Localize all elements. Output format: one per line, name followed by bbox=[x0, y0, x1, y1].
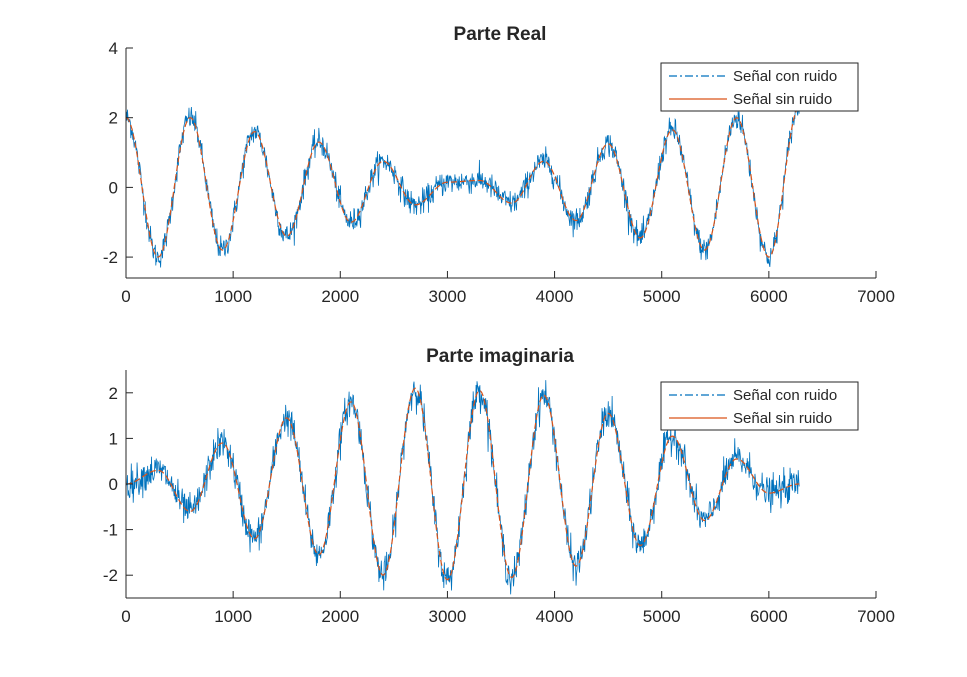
x-tick-label: 4000 bbox=[536, 287, 574, 306]
x-tick-label: 6000 bbox=[750, 607, 788, 626]
y-tick-label: 1 bbox=[109, 429, 118, 448]
chart-title: Parte imaginaria bbox=[426, 346, 574, 367]
x-tick-label: 3000 bbox=[429, 287, 467, 306]
legend: Señal con ruido Señal sin ruido bbox=[660, 62, 859, 112]
y-tick-label: 2 bbox=[109, 109, 118, 128]
series-clean-line bbox=[126, 387, 800, 581]
x-tick-label: 0 bbox=[121, 287, 130, 306]
x-tick-label: 4000 bbox=[536, 607, 574, 626]
x-tick-label: 0 bbox=[121, 607, 130, 626]
x-tick-label: 2000 bbox=[321, 607, 359, 626]
y-tick-label: -2 bbox=[103, 248, 118, 267]
y-tick-label: -2 bbox=[103, 566, 118, 585]
y-tick-label: 4 bbox=[109, 39, 118, 58]
legend-label: Señal sin ruido bbox=[733, 91, 832, 108]
y-tick-label: 2 bbox=[109, 384, 118, 403]
x-tick-label: 7000 bbox=[857, 607, 895, 626]
legend: Señal con ruido Señal sin ruido bbox=[660, 381, 859, 431]
x-tick-label: 2000 bbox=[321, 287, 359, 306]
subplot-1: 0 1000 2000 3000 4000 5000 6000 7000 -2 0 2 4 Parte … bbox=[103, 24, 895, 306]
legend-label: Señal sin ruido bbox=[733, 410, 832, 427]
series-noisy-line bbox=[126, 380, 800, 595]
x-tick-label: 6000 bbox=[750, 287, 788, 306]
y-tick-label: 0 bbox=[109, 178, 118, 197]
y-tick-label: 0 bbox=[109, 475, 118, 494]
chart-title: Parte Real bbox=[454, 24, 547, 45]
legend-label: Señal con ruido bbox=[733, 68, 837, 85]
x-tick-label: 3000 bbox=[429, 607, 467, 626]
y-tick-label: -1 bbox=[103, 521, 118, 540]
series-clean-line bbox=[126, 106, 800, 258]
x-tick-label: 5000 bbox=[643, 607, 681, 626]
legend-label: Señal con ruido bbox=[733, 387, 837, 404]
subplot-2: 0 1000 2000 3000 4000 5000 6000 7000 -2 -1 0 1 2 Part… bbox=[103, 346, 895, 626]
x-tick-label: 7000 bbox=[857, 287, 895, 306]
legend-box bbox=[660, 381, 859, 431]
x-tick-label: 1000 bbox=[214, 287, 252, 306]
x-tick-label: 1000 bbox=[214, 607, 252, 626]
legend-box bbox=[660, 62, 859, 112]
x-tick-label: 5000 bbox=[643, 287, 681, 306]
